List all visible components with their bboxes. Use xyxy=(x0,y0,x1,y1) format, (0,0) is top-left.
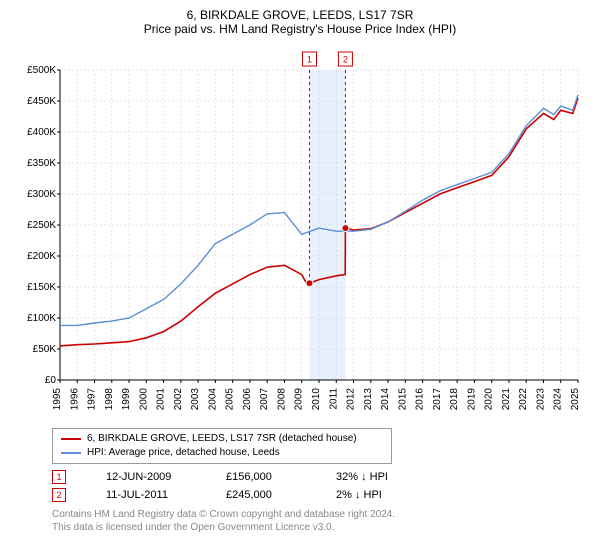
chart-area: £0 £50K £100K £150K £200K £250K £300K £350K £400… xyxy=(12,42,588,422)
footer-line-2: This data is licensed under the Open Gov… xyxy=(52,521,588,534)
svg-text:1995: 1995 xyxy=(52,388,63,411)
footer-line-1: Contains HM Land Registry data © Crown c… xyxy=(52,508,588,521)
svg-text:2: 2 xyxy=(343,55,348,65)
svg-text:1997: 1997 xyxy=(87,388,98,411)
svg-text:1999: 1999 xyxy=(121,388,132,411)
svg-text:2008: 2008 xyxy=(276,388,287,411)
svg-text:2007: 2007 xyxy=(259,388,270,411)
svg-text:2002: 2002 xyxy=(173,388,184,411)
svg-text:£500K: £500K xyxy=(27,65,56,76)
sale-price: £245,000 xyxy=(226,489,296,501)
svg-text:2018: 2018 xyxy=(449,388,460,411)
svg-text:£100K: £100K xyxy=(27,313,56,324)
svg-text:2009: 2009 xyxy=(294,388,305,411)
sale-date: 12-JUN-2009 xyxy=(106,471,186,483)
svg-text:£400K: £400K xyxy=(27,127,56,138)
svg-text:2001: 2001 xyxy=(156,388,167,411)
svg-text:2019: 2019 xyxy=(466,388,477,411)
svg-text:2005: 2005 xyxy=(225,388,236,411)
chart-title: 6, BIRKDALE GROVE, LEEDS, LS17 7SR xyxy=(12,8,588,22)
svg-text:2014: 2014 xyxy=(380,388,391,411)
sale-date: 11-JUL-2011 xyxy=(106,489,186,501)
sales-row: 2 11-JUL-2011 £245,000 2% ↓ HPI xyxy=(52,486,588,504)
svg-text:£450K: £450K xyxy=(27,96,56,107)
svg-text:2020: 2020 xyxy=(484,388,495,411)
svg-text:2011: 2011 xyxy=(328,388,339,410)
svg-text:2017: 2017 xyxy=(432,388,443,411)
sale-marker-icon: 2 xyxy=(52,488,66,502)
legend: 6, BIRKDALE GROVE, LEEDS, LS17 7SR (deta… xyxy=(52,428,392,464)
svg-text:2025: 2025 xyxy=(570,388,581,411)
footer-attribution: Contains HM Land Registry data © Crown c… xyxy=(52,508,588,534)
svg-text:1998: 1998 xyxy=(104,388,115,411)
svg-text:2012: 2012 xyxy=(346,388,357,411)
svg-text:2003: 2003 xyxy=(190,388,201,411)
svg-text:2023: 2023 xyxy=(535,388,546,411)
sale-price: £156,000 xyxy=(226,471,296,483)
svg-text:1: 1 xyxy=(307,55,312,65)
legend-label-1: 6, BIRKDALE GROVE, LEEDS, LS17 7SR (deta… xyxy=(87,432,357,446)
svg-text:£200K: £200K xyxy=(27,251,56,262)
svg-text:2013: 2013 xyxy=(363,388,374,411)
svg-text:£0: £0 xyxy=(45,375,57,386)
svg-text:2006: 2006 xyxy=(242,388,253,411)
sales-row: 1 12-JUN-2009 £156,000 32% ↓ HPI xyxy=(52,468,588,486)
svg-text:£300K: £300K xyxy=(27,189,56,200)
sale-marker-icon: 1 xyxy=(52,470,66,484)
line-chart-svg: £0 £50K £100K £150K £200K £250K £300K £350K £400… xyxy=(12,42,588,422)
legend-swatch-1 xyxy=(61,438,81,440)
legend-label-2: HPI: Average price, detached house, Leed… xyxy=(87,446,280,460)
svg-text:2024: 2024 xyxy=(553,388,564,411)
chart-subtitle: Price paid vs. HM Land Registry's House … xyxy=(12,22,588,36)
chart-container: 6, BIRKDALE GROVE, LEEDS, LS17 7SR Price… xyxy=(0,0,600,560)
svg-text:1996: 1996 xyxy=(69,388,80,411)
legend-swatch-2 xyxy=(61,452,81,454)
svg-text:2000: 2000 xyxy=(138,388,149,411)
svg-text:£250K: £250K xyxy=(27,220,56,231)
sale-diff: 2% ↓ HPI xyxy=(336,489,382,501)
svg-text:2016: 2016 xyxy=(415,388,426,411)
svg-text:2004: 2004 xyxy=(207,388,218,411)
svg-text:2010: 2010 xyxy=(311,388,322,411)
svg-text:£350K: £350K xyxy=(27,158,56,169)
sale-diff: 32% ↓ HPI xyxy=(336,471,388,483)
svg-text:£50K: £50K xyxy=(33,344,57,355)
svg-text:2022: 2022 xyxy=(518,388,529,411)
svg-text:2015: 2015 xyxy=(397,388,408,411)
svg-text:2021: 2021 xyxy=(501,388,512,411)
legend-row-1: 6, BIRKDALE GROVE, LEEDS, LS17 7SR (deta… xyxy=(61,432,383,446)
svg-text:£150K: £150K xyxy=(27,282,56,293)
sales-table: 1 12-JUN-2009 £156,000 32% ↓ HPI 2 11-JUL-201… xyxy=(52,468,588,504)
legend-row-2: HPI: Average price, detached house, Leed… xyxy=(61,446,383,460)
